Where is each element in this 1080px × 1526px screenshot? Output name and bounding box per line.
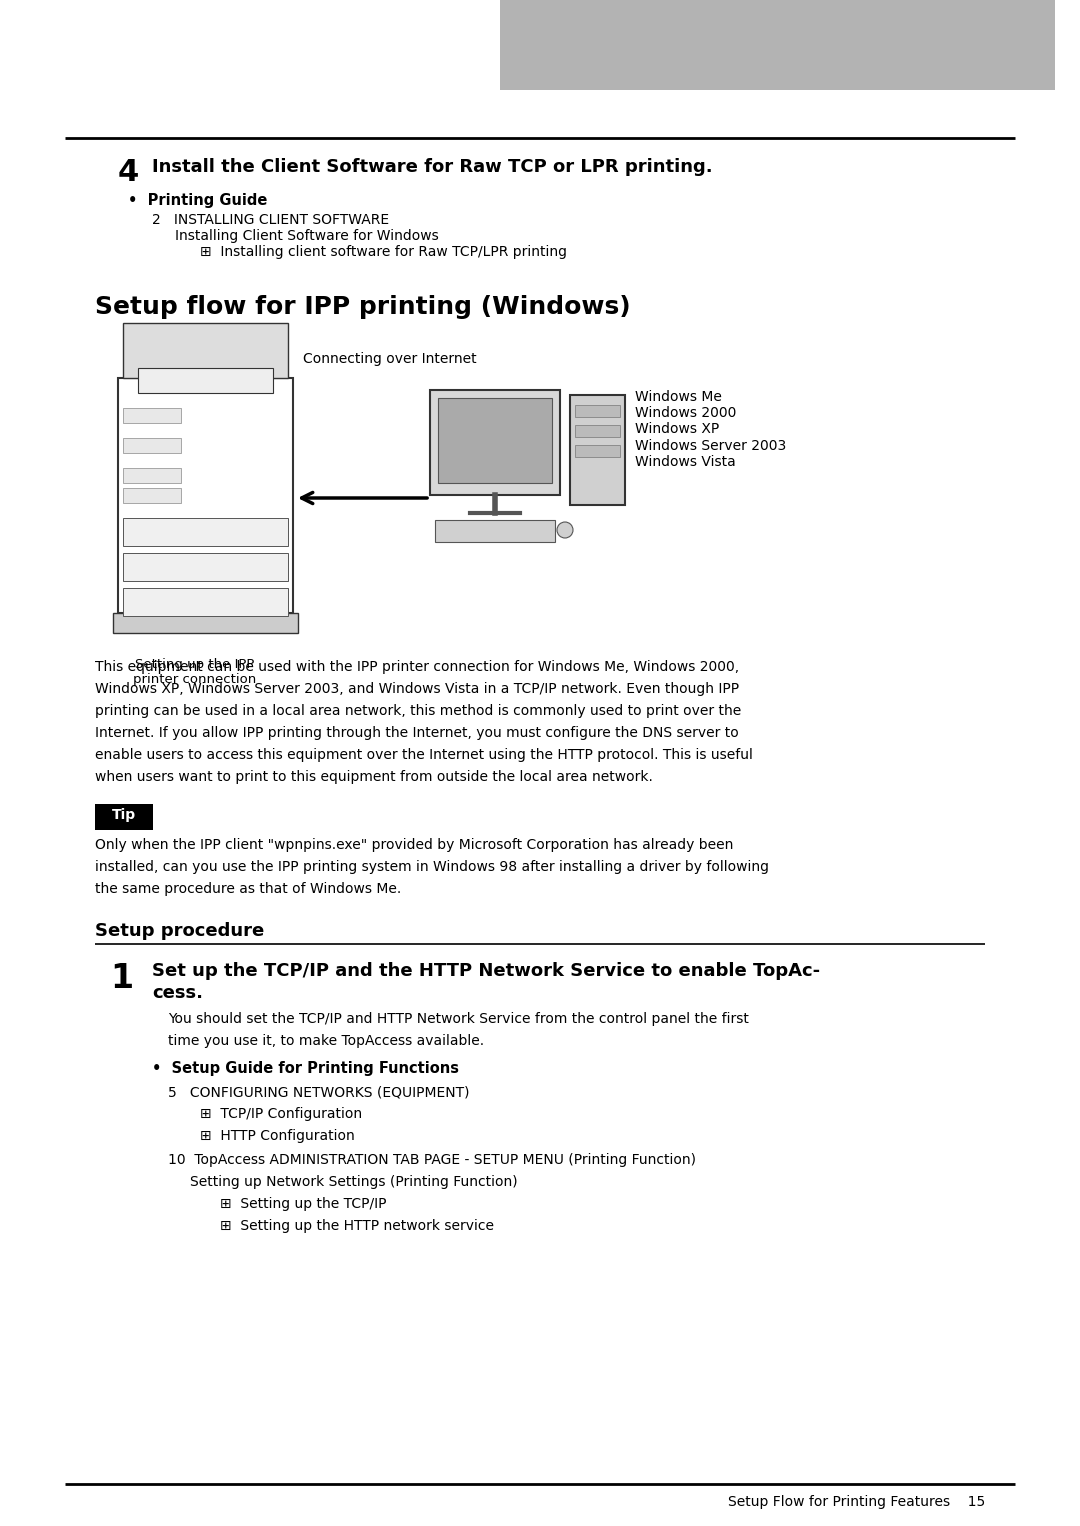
Circle shape: [557, 522, 573, 539]
FancyBboxPatch shape: [123, 488, 181, 504]
Text: Set up the TCP/IP and the HTTP Network Service to enable TopAc-: Set up the TCP/IP and the HTTP Network S…: [152, 961, 820, 980]
FancyBboxPatch shape: [123, 407, 181, 423]
Text: Windows Me
Windows 2000
Windows XP
Windows Server 2003
Windows Vista: Windows Me Windows 2000 Windows XP Windo…: [635, 391, 786, 468]
Text: Installing Client Software for Windows: Installing Client Software for Windows: [175, 229, 438, 243]
Text: 2   INSTALLING CLIENT SOFTWARE: 2 INSTALLING CLIENT SOFTWARE: [152, 214, 389, 227]
Text: printing can be used in a local area network, this method is commonly used to pr: printing can be used in a local area net…: [95, 703, 741, 719]
FancyBboxPatch shape: [113, 613, 298, 633]
Text: enable users to access this equipment over the Internet using the HTTP protocol.: enable users to access this equipment ov…: [95, 748, 753, 761]
FancyBboxPatch shape: [430, 391, 561, 494]
Text: Windows XP, Windows Server 2003, and Windows Vista in a TCP/IP network. Even tho: Windows XP, Windows Server 2003, and Win…: [95, 682, 739, 696]
FancyBboxPatch shape: [123, 552, 288, 581]
Text: Tip: Tip: [112, 807, 136, 823]
FancyBboxPatch shape: [575, 404, 620, 417]
FancyBboxPatch shape: [438, 398, 552, 484]
Text: Setup procedure: Setup procedure: [95, 922, 265, 940]
Text: 4: 4: [118, 159, 139, 188]
Text: Install the Client Software for Raw TCP or LPR printing.: Install the Client Software for Raw TCP …: [152, 159, 713, 175]
FancyBboxPatch shape: [118, 378, 293, 613]
FancyBboxPatch shape: [95, 804, 153, 830]
Text: Setting up Network Settings (Printing Function): Setting up Network Settings (Printing Fu…: [190, 1175, 517, 1189]
Text: This equipment can be used with the IPP printer connection for Windows Me, Windo: This equipment can be used with the IPP …: [95, 661, 739, 674]
FancyBboxPatch shape: [575, 426, 620, 436]
Text: •  Printing Guide: • Printing Guide: [129, 192, 268, 208]
Text: Setup Flow for Printing Features    15: Setup Flow for Printing Features 15: [728, 1495, 985, 1509]
Text: installed, can you use the IPP printing system in Windows 98 after installing a : installed, can you use the IPP printing …: [95, 861, 769, 874]
Text: ⊞  HTTP Configuration: ⊞ HTTP Configuration: [200, 1129, 354, 1143]
FancyBboxPatch shape: [575, 446, 620, 456]
Text: 10  TopAccess ADMINISTRATION TAB PAGE - SETUP MENU (Printing Function): 10 TopAccess ADMINISTRATION TAB PAGE - S…: [168, 1154, 696, 1167]
FancyBboxPatch shape: [500, 0, 1055, 90]
Text: when users want to print to this equipment from outside the local area network.: when users want to print to this equipme…: [95, 771, 653, 784]
FancyBboxPatch shape: [123, 517, 288, 546]
Text: Only when the IPP client "wpnpins.exe" provided by Microsoft Corporation has alr: Only when the IPP client "wpnpins.exe" p…: [95, 838, 733, 852]
Text: 5   CONFIGURING NETWORKS (EQUIPMENT): 5 CONFIGURING NETWORKS (EQUIPMENT): [168, 1085, 470, 1099]
Text: cess.: cess.: [152, 984, 203, 1003]
Text: time you use it, to make TopAccess available.: time you use it, to make TopAccess avail…: [168, 1035, 484, 1048]
Text: ⊞  TCP/IP Configuration: ⊞ TCP/IP Configuration: [200, 1106, 362, 1122]
Text: Internet. If you allow IPP printing through the Internet, you must configure the: Internet. If you allow IPP printing thro…: [95, 726, 739, 740]
FancyBboxPatch shape: [123, 468, 181, 484]
Text: ⊞  Installing client software for Raw TCP/LPR printing: ⊞ Installing client software for Raw TCP…: [200, 246, 567, 259]
FancyBboxPatch shape: [435, 520, 555, 542]
Text: Setting up the IPP
printer connection: Setting up the IPP printer connection: [133, 658, 257, 687]
FancyBboxPatch shape: [123, 588, 288, 617]
Text: Setup flow for IPP printing (Windows): Setup flow for IPP printing (Windows): [95, 295, 631, 319]
Text: •  Setup Guide for Printing Functions: • Setup Guide for Printing Functions: [152, 1061, 459, 1076]
Text: 1: 1: [110, 961, 133, 995]
FancyBboxPatch shape: [123, 438, 181, 453]
FancyBboxPatch shape: [138, 368, 273, 394]
Text: ⊞  Setting up the HTTP network service: ⊞ Setting up the HTTP network service: [220, 1219, 494, 1233]
Text: You should set the TCP/IP and HTTP Network Service from the control panel the fi: You should set the TCP/IP and HTTP Netwo…: [168, 1012, 748, 1025]
FancyBboxPatch shape: [570, 395, 625, 505]
Text: ⊞  Setting up the TCP/IP: ⊞ Setting up the TCP/IP: [220, 1196, 387, 1212]
FancyBboxPatch shape: [123, 324, 288, 378]
Text: the same procedure as that of Windows Me.: the same procedure as that of Windows Me…: [95, 882, 402, 896]
Text: Connecting over Internet: Connecting over Internet: [303, 353, 476, 366]
